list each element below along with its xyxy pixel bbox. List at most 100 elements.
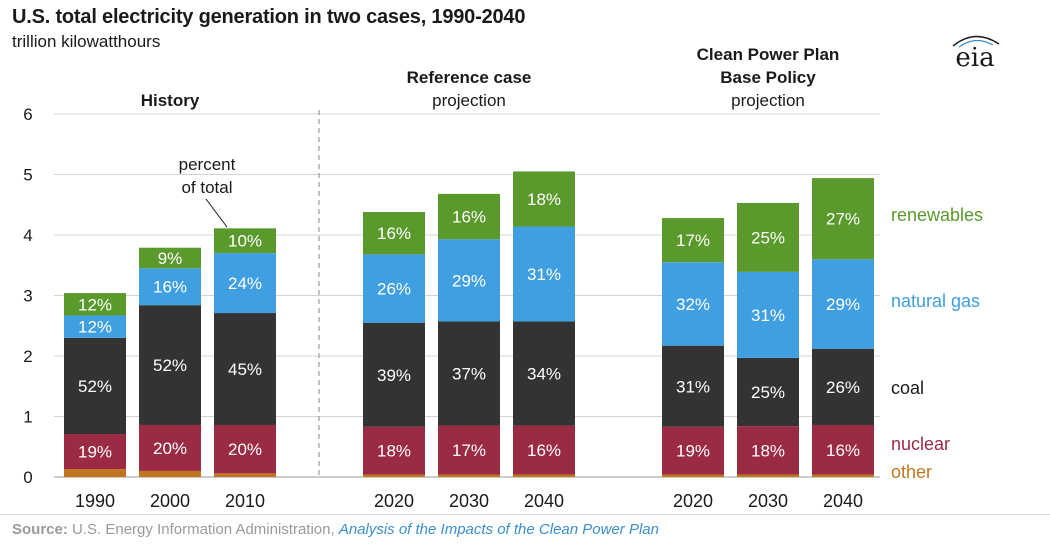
bar-segment-other [513, 474, 575, 477]
segment-label: 32% [676, 295, 710, 314]
segment-label: 26% [377, 280, 411, 299]
bar-segment-coal [64, 337, 126, 435]
x-tick-label: 2000 [150, 491, 190, 511]
segment-label: 26% [826, 378, 860, 397]
y-tick-label: 2 [23, 347, 32, 366]
bar-segment-renewables [737, 202, 799, 272]
bar-segment-renewables [139, 247, 201, 269]
segment-label: 29% [826, 295, 860, 314]
bar-segment-coal [438, 321, 500, 426]
y-tick-label: 0 [23, 468, 32, 487]
bar-segment-other [363, 474, 425, 477]
bar-segment-coal [737, 357, 799, 427]
bar-segment-natural-gas [662, 262, 724, 346]
segment-label: 25% [751, 383, 785, 402]
annotation-text: percent [179, 155, 236, 174]
segment-label: 17% [452, 441, 486, 460]
segment-label: 31% [751, 306, 785, 325]
x-tick-label: 2010 [225, 491, 265, 511]
legend-label-renewables: renewables [891, 205, 983, 225]
source-text: U.S. Energy Information Administration, [67, 521, 339, 538]
logo-swoosh-inner [958, 39, 994, 48]
segment-label: 52% [78, 377, 112, 396]
bar-segment-nuclear [139, 424, 201, 471]
segment-label: 39% [377, 366, 411, 385]
bar-segment-renewables [812, 178, 874, 260]
segment-label: 37% [452, 365, 486, 384]
x-tick-label: 2020 [374, 491, 414, 511]
bar-segment-renewables [64, 293, 126, 316]
x-tick-label: 2040 [823, 491, 863, 511]
bar-segment-nuclear [513, 425, 575, 475]
legend-label-nuclear: nuclear [891, 434, 950, 454]
x-tick-label: 2020 [673, 491, 713, 511]
bar-segment-nuclear [737, 426, 799, 475]
legend-label-other: other [891, 462, 932, 482]
segment-label: 16% [452, 208, 486, 227]
segment-label: 52% [153, 356, 187, 375]
group-header: History [141, 91, 200, 110]
x-tick-label: 2030 [449, 491, 489, 511]
source-label: Source: [12, 521, 68, 538]
y-tick-label: 5 [23, 166, 32, 185]
bar-segment-coal [513, 321, 575, 426]
bar-segment-nuclear [438, 425, 500, 475]
segment-label: 10% [228, 232, 262, 251]
bar-segment-coal [214, 313, 276, 425]
segment-label: 20% [228, 440, 262, 459]
segment-label: 34% [527, 365, 561, 384]
logo-text: eia [955, 43, 994, 73]
group-header: projection [731, 91, 805, 110]
segment-label: 20% [153, 439, 187, 458]
segment-label: 27% [826, 210, 860, 229]
segment-label: 12% [78, 295, 112, 314]
y-tick-label: 4 [23, 226, 32, 245]
bar-segment-other [812, 474, 874, 477]
y-tick-label: 1 [23, 408, 32, 427]
legend-label-coal: coal [891, 378, 924, 398]
segment-label: 18% [527, 190, 561, 209]
segment-label: 17% [676, 231, 710, 250]
bar-segment-other [139, 470, 201, 477]
bar-segment-nuclear [64, 434, 126, 470]
segment-label: 31% [676, 377, 710, 396]
bar-segment-renewables [662, 218, 724, 263]
segment-label: 24% [228, 274, 262, 293]
segment-label: 16% [527, 441, 561, 460]
bar-segment-natural-gas [438, 239, 500, 322]
group-header: projection [432, 91, 506, 110]
segment-label: 25% [751, 228, 785, 247]
bar-segment-coal [662, 345, 724, 427]
segment-label: 16% [153, 278, 187, 297]
bar-segment-coal [812, 348, 874, 425]
stacked-bar-chart: 0 1 2 3 4 5 6 History 19% 52% 12% 12% 1990 20% 52% 16% 9… [23, 45, 983, 511]
segment-label: 12% [78, 318, 112, 337]
segment-label: 31% [527, 265, 561, 284]
group-header: Reference case [407, 68, 532, 87]
bar-segment-natural-gas [513, 226, 575, 322]
bar-segment-other [64, 469, 126, 477]
bar-segment-other [214, 473, 276, 477]
bar-segment-coal [363, 322, 425, 427]
bar-segment-other [662, 474, 724, 477]
bar-segment-natural-gas [812, 259, 874, 349]
x-tick-label: 2030 [748, 491, 788, 511]
group-header: Clean Power Plan [697, 45, 840, 64]
chart-title: U.S. total electricity generation in two… [12, 6, 526, 28]
bar-segment-nuclear [363, 426, 425, 475]
bar-segment-natural-gas [139, 268, 201, 306]
x-tick-label: 1990 [75, 491, 115, 511]
annotation-pointer [205, 198, 228, 228]
chart-subtitle: trillion kilowatthours [12, 32, 161, 51]
source-note: Source: U.S. Energy Information Administ… [12, 521, 659, 538]
source-link[interactable]: Analysis of the Impacts of the Clean Pow… [338, 521, 659, 538]
segment-label: 9% [158, 249, 183, 268]
bar-segment-other [438, 474, 500, 477]
bar-segment-nuclear [662, 426, 724, 475]
bar-segment-natural-gas [737, 271, 799, 358]
segment-label: 18% [751, 441, 785, 460]
bar-segment-nuclear [812, 424, 874, 475]
logo-swoosh [952, 35, 1000, 47]
y-tick-label: 6 [23, 105, 32, 124]
annotation-text: of total [181, 178, 232, 197]
